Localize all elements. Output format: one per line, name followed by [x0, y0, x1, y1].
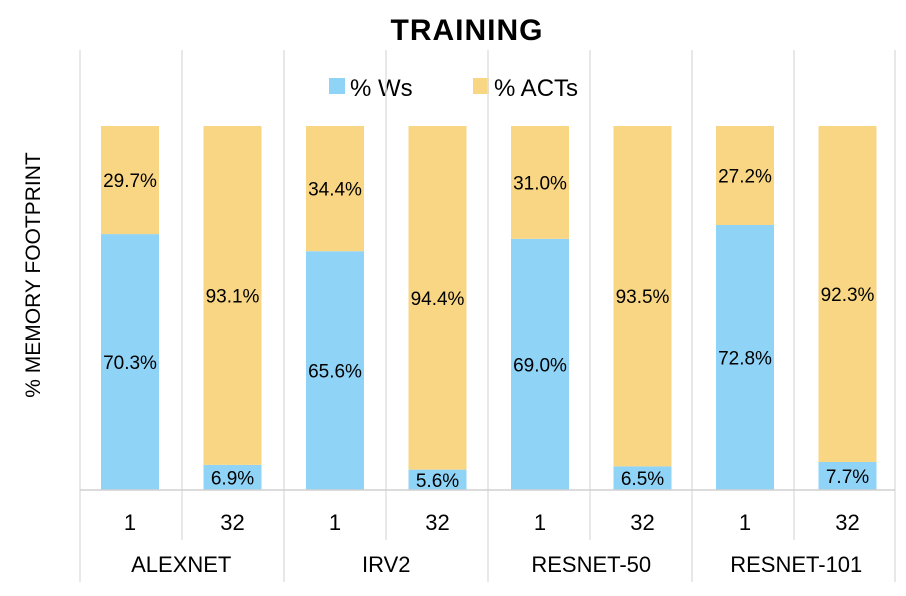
data-label-ws: 69.0%	[513, 355, 567, 376]
x-group-label: RESNET-50	[531, 552, 651, 577]
data-label-acts: 93.5%	[616, 287, 670, 308]
data-label-acts: 93.1%	[206, 286, 260, 307]
data-label-ws: 72.8%	[718, 349, 772, 370]
y-axis-label: % MEMORY FOOTPRINT	[22, 152, 45, 398]
bar-segment-acts	[203, 126, 262, 465]
bar-segment-ws	[511, 238, 569, 490]
x-group-label: ALEXNET	[131, 552, 231, 577]
bar-segment-ws	[306, 251, 364, 490]
bar-segment-ws	[101, 234, 159, 490]
data-label-acts: 31.0%	[513, 173, 567, 194]
x-tick-label: 32	[220, 510, 244, 535]
data-label-ws: 5.6%	[416, 471, 459, 492]
bar-segment-ws	[716, 225, 774, 490]
legend-swatch-acts	[473, 78, 489, 94]
legend: % Ws % ACTs	[329, 75, 578, 102]
x-group-labels: ALEXNET IRV2 RESNET-50 RESNET-101	[131, 552, 862, 577]
data-label-ws: 7.7%	[826, 467, 869, 488]
data-label-acts: 94.4%	[411, 289, 465, 310]
x-tick-labels: 1 32 1 32 1 32 1 32	[124, 510, 860, 535]
data-label-acts: 27.2%	[718, 167, 772, 188]
x-tick-label: 1	[534, 510, 546, 535]
bar-segment-ws	[203, 464, 262, 490]
x-group-label: IRV2	[362, 552, 411, 577]
bar-segment-acts	[101, 126, 159, 235]
data-label-ws: 6.5%	[621, 469, 664, 490]
group-dividers	[79, 50, 896, 582]
x-tick-label: 1	[329, 510, 341, 535]
data-label-ws: 70.3%	[103, 353, 157, 374]
data-label-ws: 65.6%	[308, 362, 362, 383]
chart-title: TRAINING	[391, 14, 544, 47]
legend-label-ws: % Ws	[350, 75, 413, 102]
data-label-ws: 6.9%	[211, 468, 254, 489]
legend-swatch-ws	[329, 78, 345, 94]
x-tick-label: 32	[630, 510, 654, 535]
bar-segment-acts	[716, 126, 774, 226]
bar-segment-acts	[613, 126, 672, 467]
data-label-acts: 34.4%	[308, 180, 362, 201]
legend-label-acts: % ACTs	[494, 75, 578, 102]
data-label-acts: 29.7%	[103, 171, 157, 192]
bar-segment-ws	[408, 469, 467, 490]
data-label-acts: 92.3%	[821, 285, 875, 306]
bar-segment-ws	[818, 461, 877, 490]
bar-segment-ws	[613, 466, 672, 490]
bars: 70.3% 29.7% 6.9% 93.1% 65.6% 34.4% 5.6% 94.4% 69…	[101, 126, 877, 492]
x-tick-label: 1	[739, 510, 751, 535]
bar-segment-acts	[818, 126, 877, 462]
bar-segment-acts	[306, 126, 364, 252]
x-tick-label: 1	[124, 510, 136, 535]
x-tick-label: 32	[835, 510, 859, 535]
x-tick-label: 32	[425, 510, 449, 535]
bar-segment-acts	[408, 126, 467, 470]
x-group-label: RESNET-101	[730, 552, 862, 577]
bar-segment-acts	[511, 126, 569, 239]
